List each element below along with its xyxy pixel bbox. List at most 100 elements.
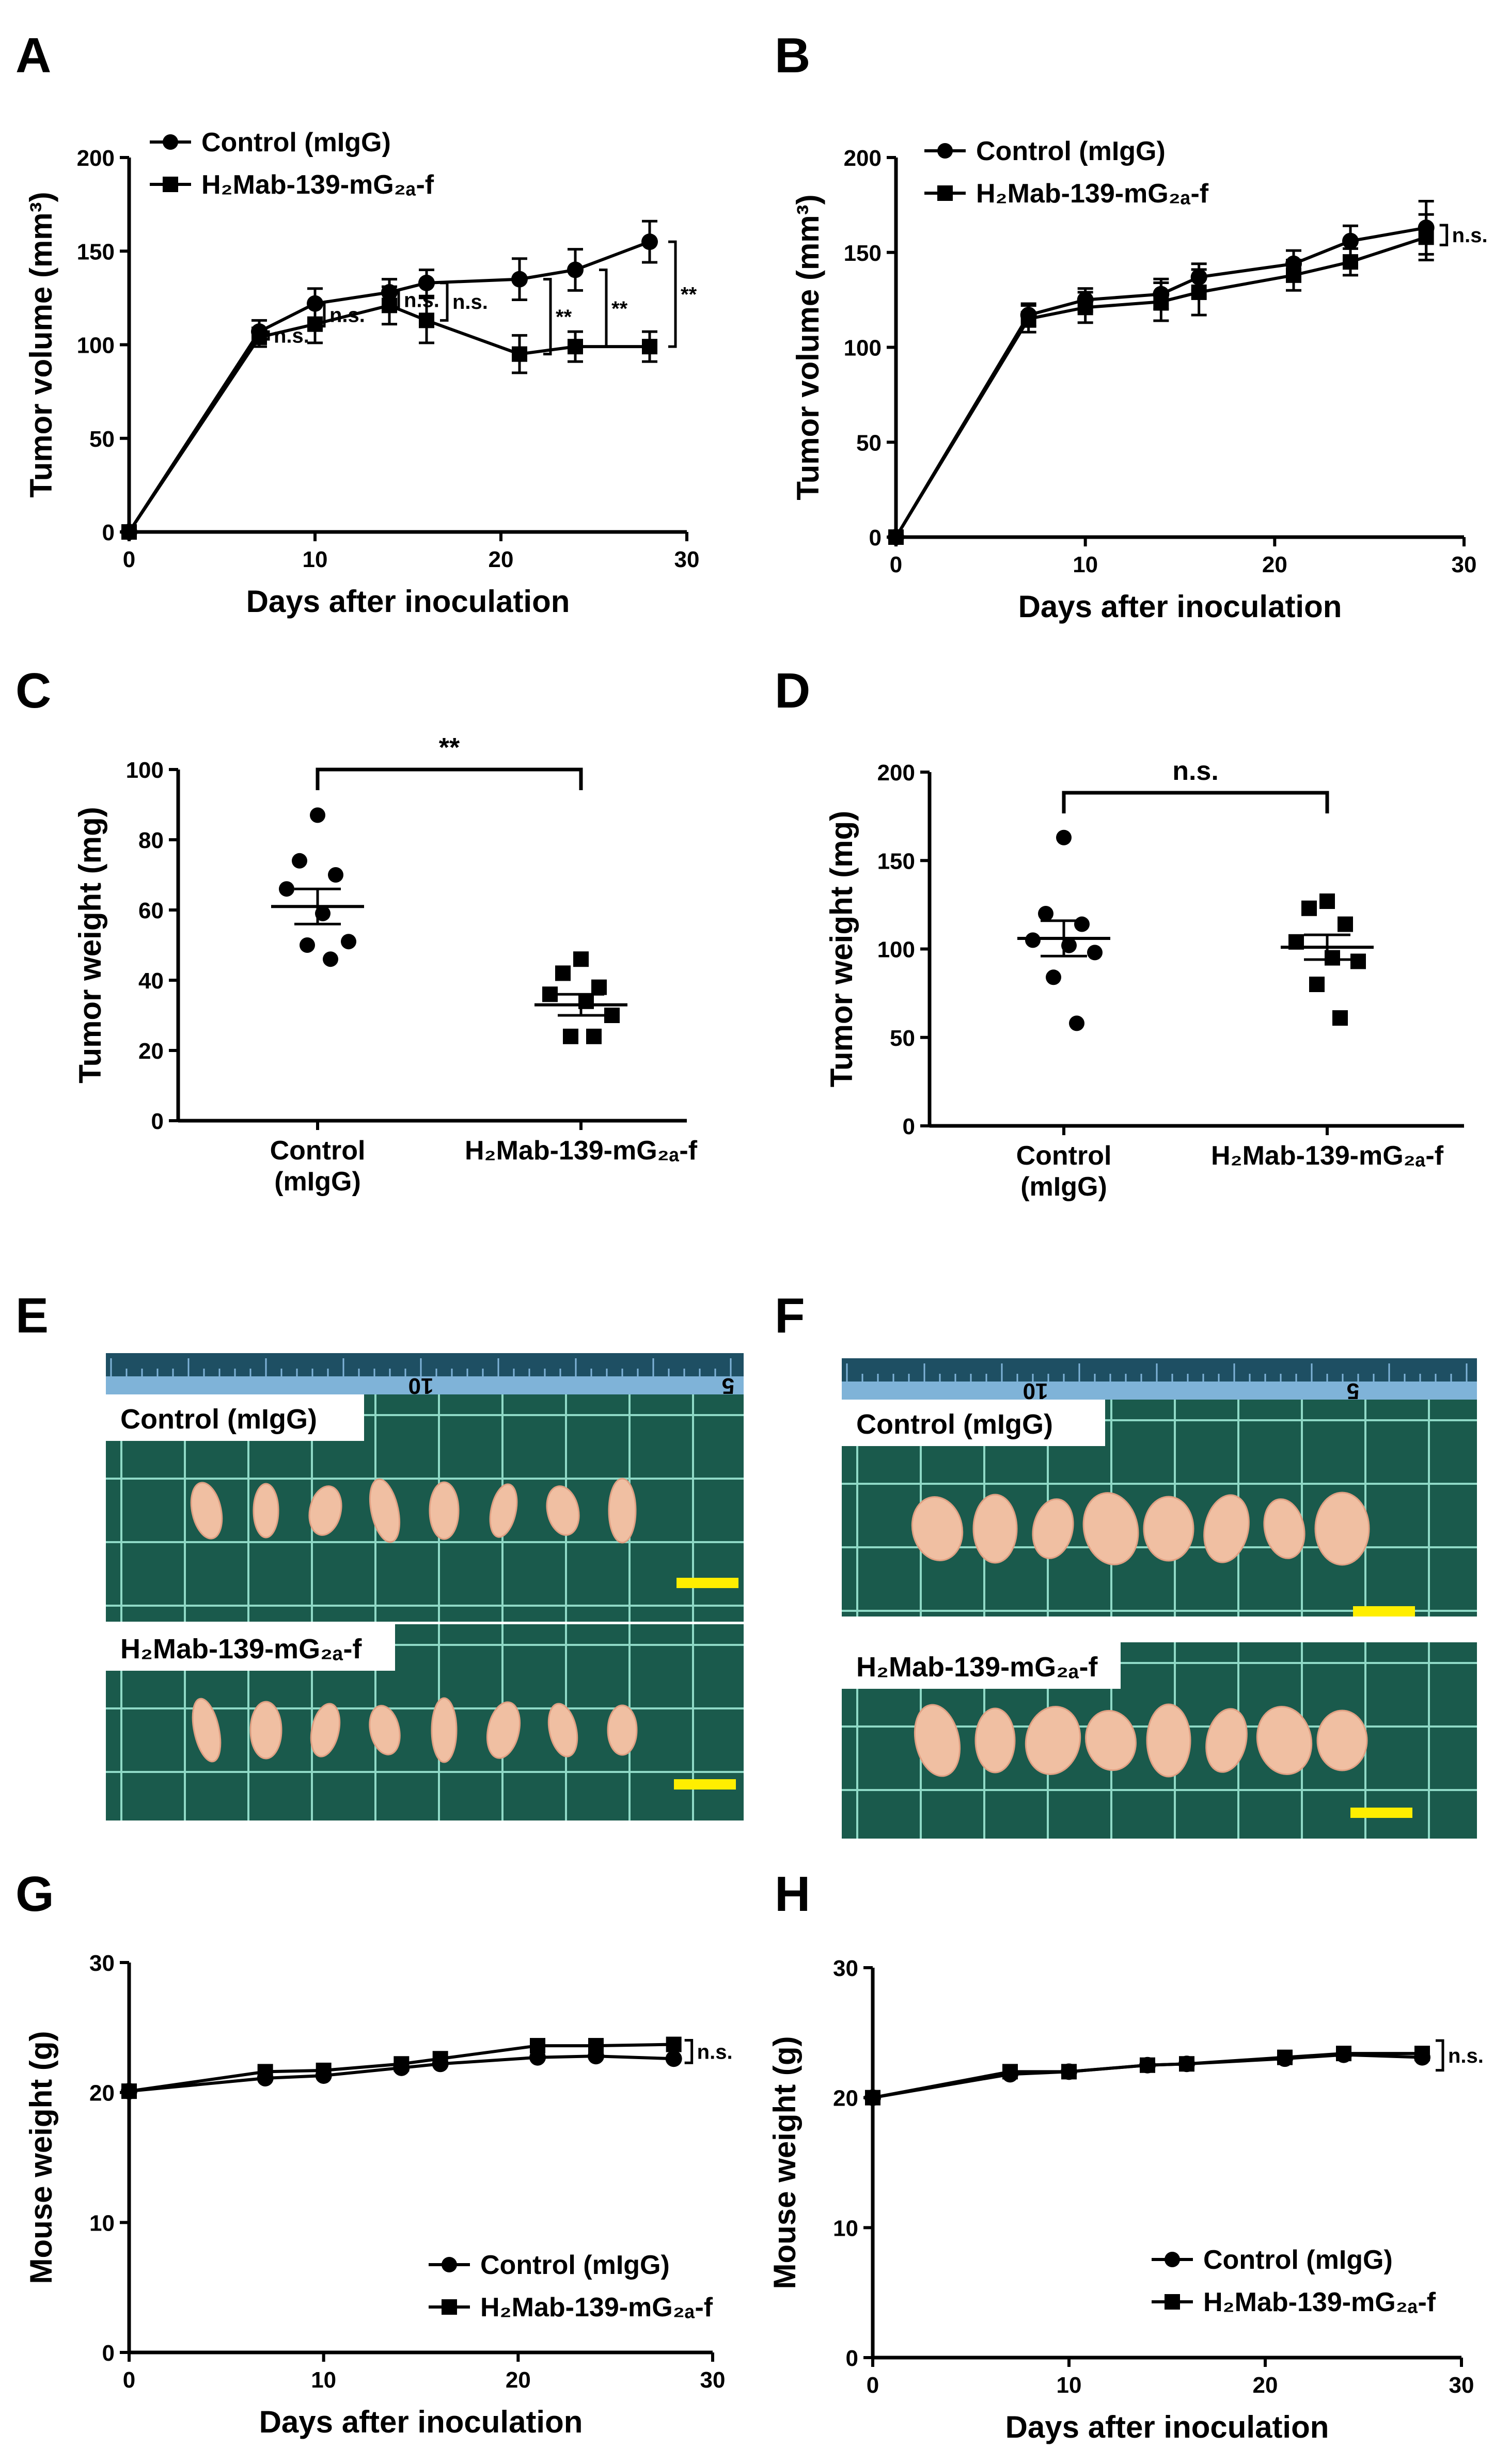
legend-marker [442,2257,457,2272]
photo-label-box [842,1400,1105,1446]
data-point [1342,232,1359,249]
data-point [573,951,589,967]
data-point [1002,2064,1018,2080]
tumor-specimen [972,1494,1018,1564]
data-point [121,2083,137,2099]
y-tick-label: 200 [844,146,882,171]
panel-letter-h: H [775,1866,810,1922]
data-point [1286,267,1301,283]
data-point [591,979,607,995]
panel-letter-b: B [775,28,810,83]
annotation-bracket [543,278,552,356]
y-tick-label: 0 [903,1114,915,1139]
series-line [128,240,651,533]
series-line [129,2043,674,2093]
y-tick-label: 40 [138,968,164,994]
y-tick-label: 150 [877,849,915,874]
data-point [1336,2046,1351,2062]
annotation-bracket-label: n.s. [452,291,488,313]
data-point [642,339,657,355]
x-tick-label: 10 [1057,2373,1082,2398]
legend-label: Control (mIgG) [976,136,1166,166]
x-tick-label: 10 [1073,552,1098,577]
photo-label: H₂Mab-139-mG₂ₐ-f [120,1634,362,1665]
tumor-photo-f: 10 5 Control (mIgG) H₂Mab-139-mG₂ₐ-f [842,1358,1477,1839]
panel-d: D 0 50 100 150 200 Tumor weight (mg) Control(m… [775,663,1464,1202]
panel-letter-g: G [15,1866,54,1922]
annotation-bracket [599,269,608,348]
tumor-specimen [369,1478,401,1543]
data-point [588,2038,604,2054]
y-tick-label: 100 [126,758,164,783]
annotation-bracket-label: ** [681,284,697,306]
legend-label: H₂Mab-139-mG₂ₐ-f [1203,2287,1436,2317]
chart-h-mouse-weight: 0 10 20 30 0 10 20 30 Days after inoculation Mous… [767,1956,1484,2444]
y-axis-title: Tumor weight (mg) [73,807,107,1084]
x-tick-label: 10 [311,2367,336,2393]
y-tick-label: 0 [102,2341,115,2366]
panel-letter-c: C [15,663,51,718]
annotation-bracket [1439,224,1449,246]
tumor-specimen [253,1483,279,1539]
chart-c-tumor-weight: 0 20 40 60 80 100 Tumor weight (mg) Control(mIg… [73,733,698,1197]
x-tick-label: 30 [674,547,700,572]
photo-label-box [842,1642,1121,1689]
data-point [1020,311,1036,327]
legend-label: Control (mIgG) [480,2250,670,2280]
chart-b-tumor-volume: 0 10 20 30 0 50 100 150 200 Days after inoculatio… [791,136,1488,624]
y-tick-label: 0 [846,2346,858,2371]
y-axis-title: Tumor weight (mg) [824,811,859,1088]
y-tick-label: 100 [77,333,115,358]
panel-c: C 0 20 40 60 80 100 Tumor weight (mg) Control(m… [15,663,698,1197]
data-point [511,271,528,288]
tumor-specimen [914,1704,961,1777]
y-tick-label: 20 [833,2086,858,2111]
x-axis-title: Days after inoculation [259,2405,583,2439]
data-point [666,2036,682,2052]
x-tick-label: 0 [867,2373,879,2398]
data-point [567,261,584,278]
tumor-specimen [431,1697,458,1763]
x-tick-label: 20 [1262,552,1287,577]
legend-marker [1165,2294,1180,2310]
tumor-specimen [547,1703,578,1757]
x-tick-label: 10 [303,547,328,572]
y-tick-label: 150 [77,239,115,264]
chart-g-mouse-weight: 0 10 20 30 0 10 20 30 Days after inoculation Mous… [24,1951,733,2439]
ruler-number: 10 [1023,1378,1048,1404]
legend-label: H₂Mab-139-mG₂ₐ-f [201,170,434,200]
y-axis-title: Mouse weight (g) [24,2031,58,2284]
tumor-specimen [1205,1708,1248,1773]
legend-marker [937,185,953,201]
data-point [1025,932,1041,948]
panel-a: A 0 10 20 30 0 50 100 150 200 Days after inoculat… [15,28,699,619]
significance-label: n.s. [1172,756,1219,786]
tumor-specimen [974,1707,1016,1774]
data-point [542,986,558,1002]
legend-label: H₂Mab-139-mG₂ₐ-f [976,179,1209,209]
x-axis-title: Days after inoculation [246,584,570,619]
data-point [316,2062,332,2078]
scale-bar [1350,1808,1412,1818]
category-label: (mIgG) [274,1167,361,1197]
tumor-specimen [1143,1496,1194,1562]
annotation-bracket-label: n.s. [329,304,365,327]
tumor-specimen [486,1701,521,1759]
chart-a-tumor-volume: 0 10 20 30 0 50 100 150 200 Days after inoculatio… [24,128,699,619]
data-point [1338,916,1353,932]
x-tick-label: 30 [700,2367,726,2393]
photo-label: Control (mIgG) [120,1404,317,1435]
significance-label: ** [439,733,460,763]
tumor-specimen [192,1698,222,1763]
panel-e: E 10 5 Control (mIgG) H₂Mab-139-mG₂ₐ-f [15,1288,744,1820]
data-point [432,2051,448,2067]
panel-g: G 0 10 20 30 0 10 20 30 Days after inoculation Mo… [15,1866,733,2439]
photo-label: H₂Mab-139-mG₂ₐ-f [856,1652,1098,1683]
y-tick-label: 10 [833,2216,858,2241]
data-point [1056,829,1072,845]
y-tick-label: 100 [877,937,915,963]
data-point [394,2056,410,2072]
y-tick-label: 100 [844,336,882,361]
tumor-specimen [1256,1706,1313,1775]
legend-marker [937,143,953,159]
